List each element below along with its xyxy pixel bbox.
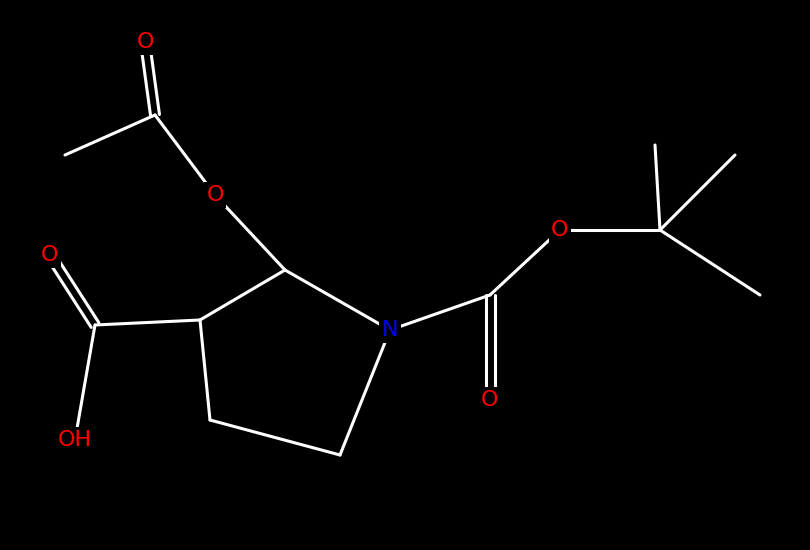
- Text: N: N: [382, 320, 399, 340]
- Text: O: O: [136, 32, 154, 52]
- Text: O: O: [207, 185, 224, 205]
- Text: O: O: [41, 245, 59, 265]
- Text: O: O: [552, 220, 569, 240]
- Text: OH: OH: [58, 430, 92, 450]
- Text: O: O: [481, 390, 499, 410]
